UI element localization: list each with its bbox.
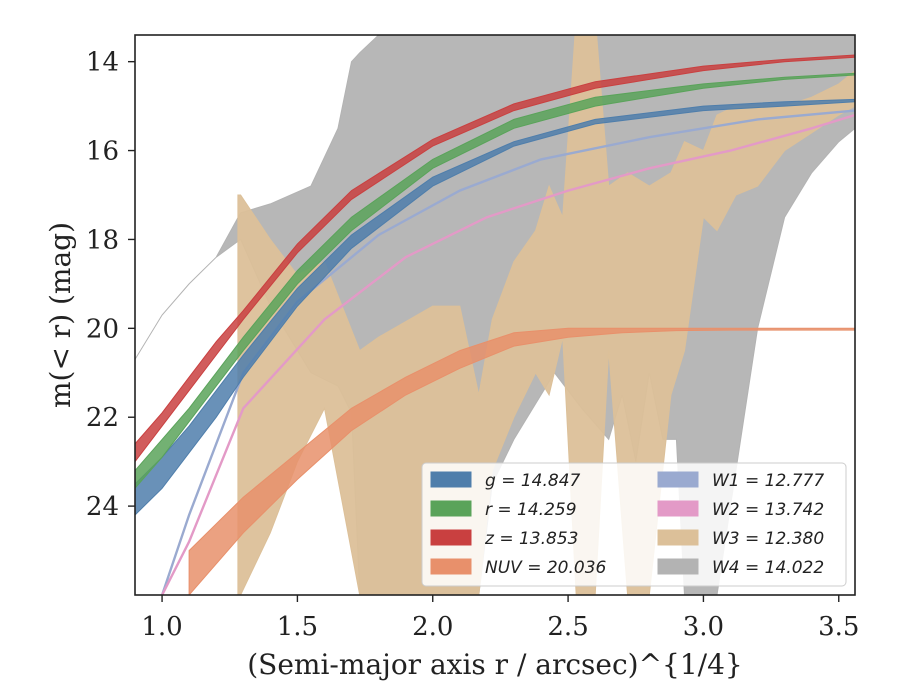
legend-swatch <box>430 500 472 517</box>
x-axis: 1.0 1.5 2.0 2.5 3.0 3.5 <box>141 595 859 642</box>
x-axis-title: (Semi-major axis r / arcsec)^{1/4} <box>247 648 743 681</box>
series-band-z <box>135 54 855 463</box>
x-tick-label: 2.5 <box>547 612 588 642</box>
series-line-w1 <box>160 109 855 595</box>
series-band-g <box>135 98 855 516</box>
x-tick-label: 3.5 <box>818 612 859 642</box>
y-tick-label: 14 <box>86 48 119 78</box>
legend-swatch <box>430 529 472 546</box>
legend-swatch <box>657 529 699 546</box>
legend-label: r = 14.259 <box>485 500 577 520</box>
legend-label: g = 14.847 <box>485 471 581 491</box>
legend-label: W4 = 14.022 <box>712 558 824 578</box>
legend-swatch <box>657 500 699 517</box>
legend-label: W2 = 13.742 <box>712 500 824 520</box>
y-axis-title: m(< r) (mag) <box>44 222 77 408</box>
legend-label: z = 13.853 <box>484 529 578 549</box>
y-tick-label: 24 <box>86 492 119 522</box>
legend: g = 14.847 W1 = 12.777 r = 14.259 W2 = 13.7… <box>421 462 847 587</box>
legend-swatch <box>657 558 699 575</box>
legend-swatch <box>430 558 472 575</box>
legend-swatch <box>430 471 472 488</box>
y-tick-label: 16 <box>86 137 119 167</box>
series-band-nuv <box>188 327 855 595</box>
x-tick-label: 1.5 <box>277 612 318 642</box>
x-tick-label: 3.0 <box>683 612 724 642</box>
legend-swatch <box>657 471 699 488</box>
y-tick-label: 20 <box>86 314 119 344</box>
legend-box <box>421 462 847 587</box>
y-tick-label: 18 <box>86 225 119 255</box>
series-line-w2 <box>161 113 855 595</box>
x-tick-label: 2.0 <box>412 612 453 642</box>
plot-frame <box>134 34 856 596</box>
legend-label: W3 = 12.380 <box>712 529 824 549</box>
y-axis: 14 16 18 20 22 24 <box>86 48 135 522</box>
x-tick-label: 1.0 <box>141 612 182 642</box>
series-band-r <box>135 72 855 490</box>
y-tick-label: 22 <box>86 403 119 433</box>
legend-label: NUV = 20.036 <box>485 558 607 578</box>
legend-label: W1 = 12.777 <box>712 471 824 491</box>
